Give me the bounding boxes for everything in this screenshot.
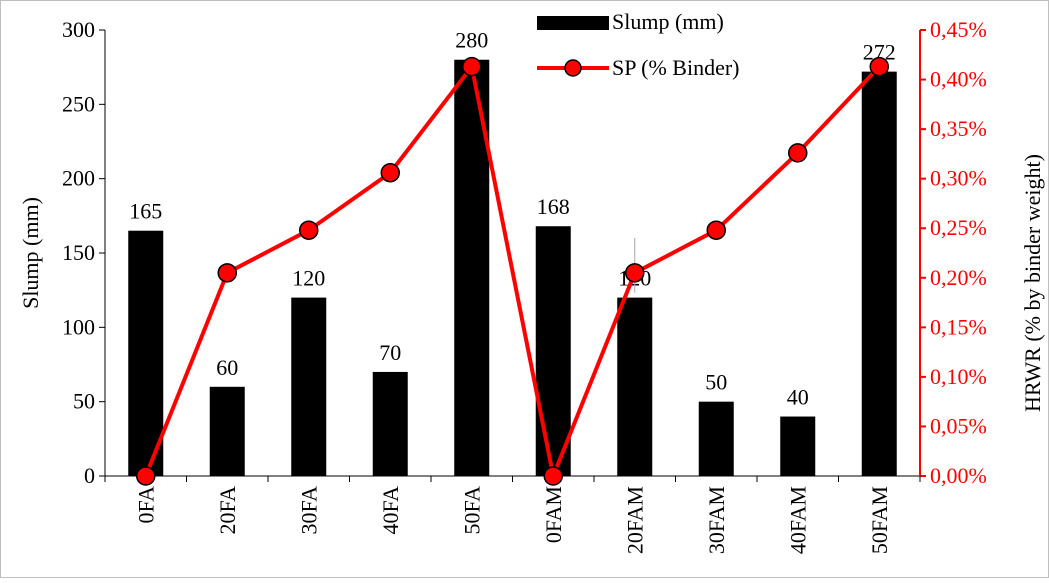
x-tick-label: 30FA xyxy=(296,486,321,535)
y-tick-label-left: 200 xyxy=(62,166,95,191)
bar-data-label: 165 xyxy=(129,199,162,224)
bar-50FAM xyxy=(861,71,897,477)
y-tick-label-right: 0,45% xyxy=(930,17,987,42)
sp-marker-0FA xyxy=(136,466,156,486)
bar-20FA xyxy=(209,386,245,476)
sp-marker-40FAM xyxy=(788,143,808,163)
legend-label-slump: Slump (mm) xyxy=(612,9,724,34)
sp-marker-40FA xyxy=(380,162,400,183)
x-tick-label: 40FA xyxy=(378,486,403,535)
sp-marker-30FAM xyxy=(706,220,726,240)
bar-30FAM xyxy=(698,401,734,476)
bar-20FAM xyxy=(617,297,653,476)
y-axis-title-right: HRWR (% by binder weight) xyxy=(1020,154,1045,412)
x-tick-label: 0FA xyxy=(133,486,158,524)
y-tick-label-right: 0,20% xyxy=(930,265,987,290)
legend-swatch-slump xyxy=(537,16,609,30)
legend-swatch-sp-marker xyxy=(564,59,582,77)
x-tick-label: 20FA xyxy=(215,486,240,535)
y-tick-label-left: 300 xyxy=(62,17,95,42)
y-tick-label-left: 150 xyxy=(62,240,95,265)
y-tick-label-right: 0,15% xyxy=(930,314,987,339)
y-tick-label-right: 0,30% xyxy=(930,166,987,191)
bar-data-label: 70 xyxy=(379,340,401,365)
x-tick-label: 40FAM xyxy=(785,486,810,554)
x-tick-label: 0FAM xyxy=(541,486,566,543)
x-tick-label: 50FAM xyxy=(867,486,892,554)
bar-0FAM xyxy=(535,226,571,476)
y-tick-label-right: 0,35% xyxy=(930,116,987,141)
y-tick-label-right: 0,40% xyxy=(930,67,987,92)
y-tick-label-right: 0,25% xyxy=(930,215,987,240)
y-tick-label-left: 100 xyxy=(62,314,95,339)
y-tick-label-left: 50 xyxy=(73,389,95,414)
bar-0FA xyxy=(128,230,164,476)
bar-data-label: 280 xyxy=(455,28,488,53)
x-tick-label: 30FAM xyxy=(704,486,729,554)
legend-label-sp: SP (% Binder) xyxy=(612,55,740,80)
bar-data-label: 168 xyxy=(537,194,570,219)
sp-marker-20FA xyxy=(217,263,237,283)
y-tick-label-left: 0 xyxy=(84,463,95,488)
bar-40FA xyxy=(372,371,408,476)
sp-line xyxy=(143,64,881,478)
y-tick-label-left: 250 xyxy=(62,91,95,116)
sp-marker-50FAM xyxy=(869,56,889,77)
bar-30FA xyxy=(291,297,327,476)
y-tick-label-right: 0,05% xyxy=(930,413,987,438)
bar-data-label: 120 xyxy=(292,266,325,291)
sp-marker-30FA xyxy=(299,220,319,240)
bar-40FAM xyxy=(780,416,816,476)
y-tick-label-right: 0,00% xyxy=(930,463,987,488)
x-tick-label: 20FAM xyxy=(622,486,647,554)
y-axis-title-left: Slump (mm) xyxy=(18,197,43,309)
sp-marker-20FAM xyxy=(625,263,645,283)
bar-data-label: 60 xyxy=(216,355,238,380)
y-tick-label-right: 0,10% xyxy=(930,364,987,389)
x-tick-label: 50FA xyxy=(459,486,484,535)
bar-data-label: 40 xyxy=(787,385,809,410)
sp-marker-0FAM xyxy=(543,466,563,486)
sp-marker-50FA xyxy=(462,56,482,77)
bar-data-label: 50 xyxy=(705,370,727,395)
